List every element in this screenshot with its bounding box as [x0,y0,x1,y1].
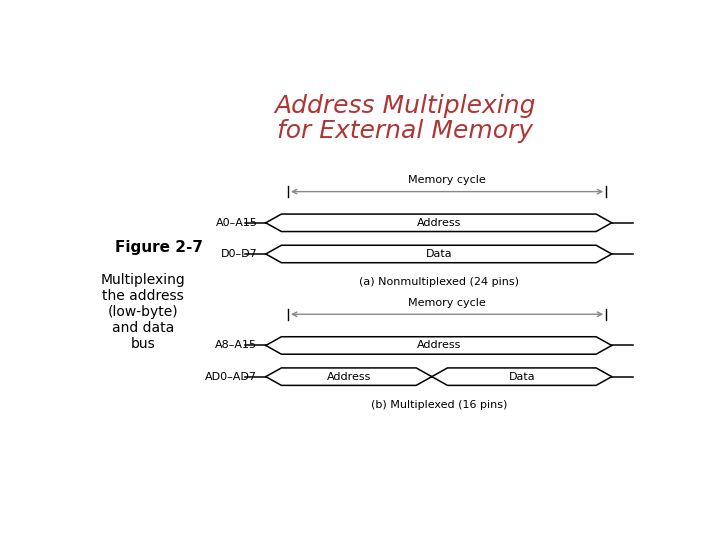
Text: Address: Address [417,218,461,228]
Text: Memory cycle: Memory cycle [408,176,486,185]
Text: Data: Data [426,249,452,259]
Text: Memory cycle: Memory cycle [408,298,486,308]
Text: Address: Address [327,372,371,382]
Text: (a) Nonmultiplexed (24 pins): (a) Nonmultiplexed (24 pins) [359,277,518,287]
Text: Figure 2-7: Figure 2-7 [115,240,203,255]
Text: Address: Address [417,340,461,350]
Text: AD0–AD7: AD0–AD7 [205,372,258,382]
Text: Multiplexing
the address
(low-byte)
and data
bus: Multiplexing the address (low-byte) and … [101,273,185,352]
Text: D0–D7: D0–D7 [220,249,258,259]
Text: A0–A15: A0–A15 [215,218,258,228]
Text: A8–A15: A8–A15 [215,340,258,350]
Text: for External Memory: for External Memory [277,119,534,143]
Text: Address Multiplexing: Address Multiplexing [274,94,536,118]
Text: Data: Data [508,372,535,382]
Text: (b) Multiplexed (16 pins): (b) Multiplexed (16 pins) [371,400,507,409]
